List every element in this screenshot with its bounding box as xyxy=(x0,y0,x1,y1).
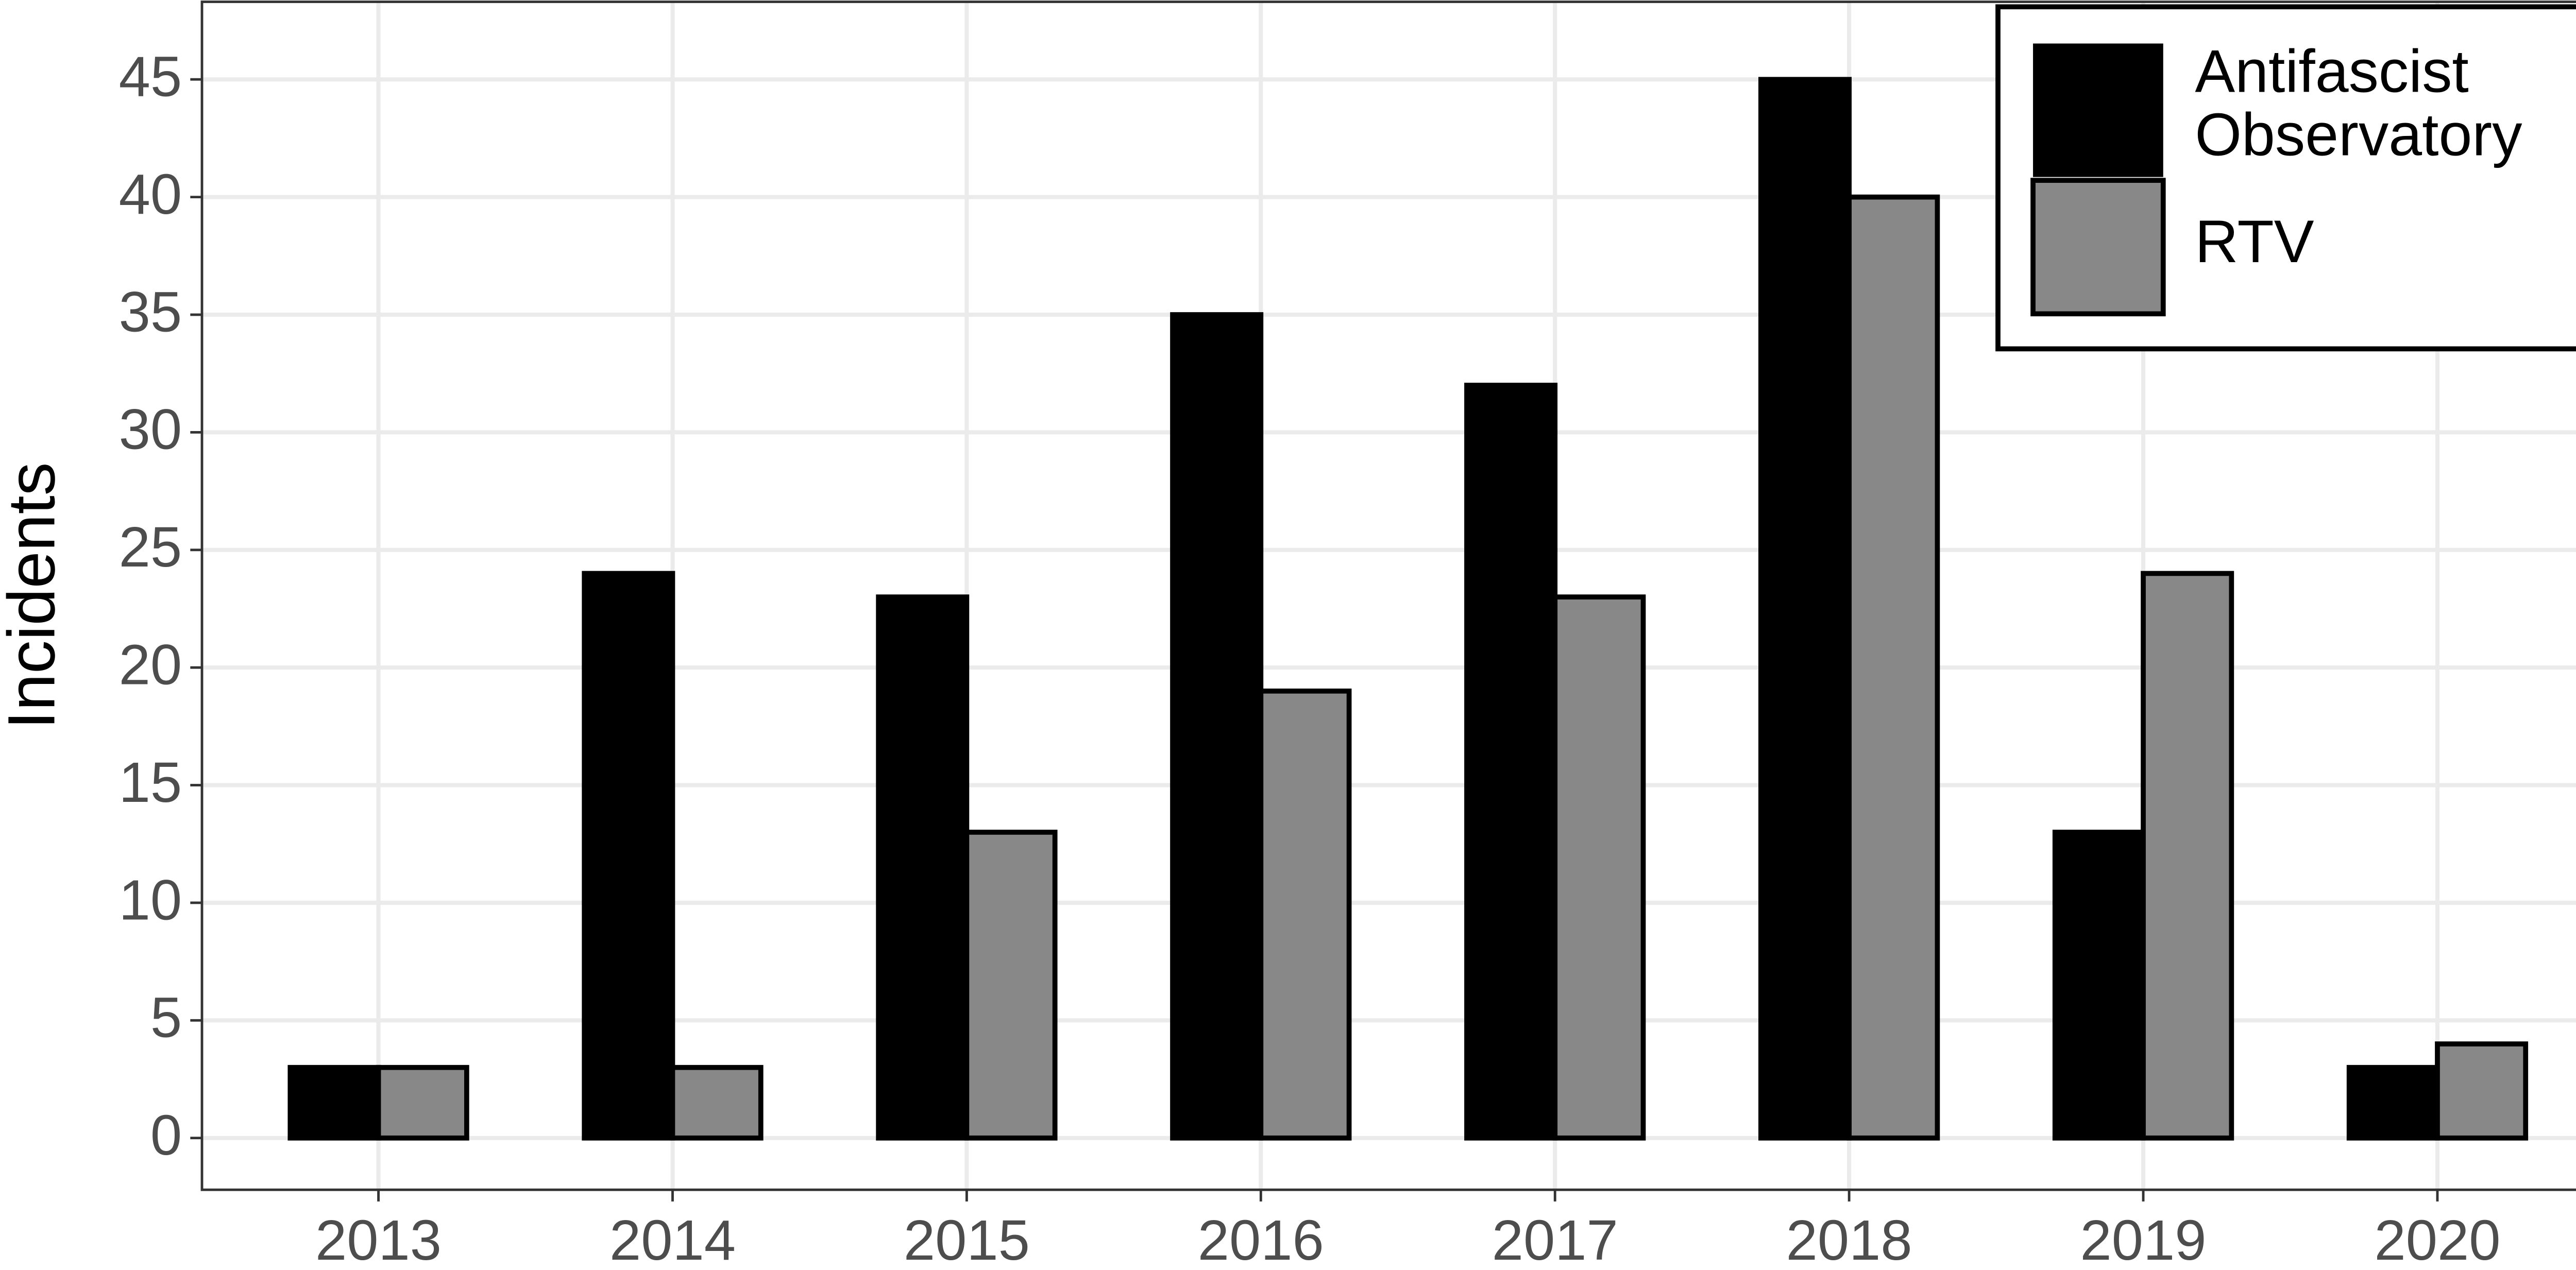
y-tick-label: 10 xyxy=(119,868,182,932)
y-tick-label: 0 xyxy=(150,1104,182,1167)
legend-label: Antifascist Observatory xyxy=(2195,40,2522,168)
legend-label: RTV xyxy=(2195,207,2314,276)
bar xyxy=(287,1065,381,1141)
x-tick-label: 2016 xyxy=(1198,1209,1324,1270)
y-tick-label: 45 xyxy=(119,45,182,109)
y-tick-label: 30 xyxy=(119,398,182,461)
y-axis-title: Incidents xyxy=(0,462,69,730)
bar xyxy=(1464,383,1558,1141)
y-tick-label: 35 xyxy=(119,280,182,344)
y-tick-label: 5 xyxy=(150,986,182,1050)
y-tick-label: 40 xyxy=(119,163,182,226)
legend-swatch xyxy=(2030,178,2166,317)
x-tick-label: 2013 xyxy=(315,1209,442,1270)
bar xyxy=(2346,1065,2440,1141)
legend-label-box: RTV xyxy=(2195,207,2314,276)
bar xyxy=(376,1065,469,1141)
bar xyxy=(670,1065,764,1141)
bar xyxy=(1258,689,1352,1141)
bar xyxy=(582,571,675,1141)
legend-swatch xyxy=(2033,43,2163,177)
x-tick-label: 2017 xyxy=(1492,1209,1618,1270)
x-tick-label: 2019 xyxy=(2080,1209,2207,1270)
x-tick-label: 2015 xyxy=(904,1209,1030,1270)
x-tick-label: 2020 xyxy=(2374,1209,2500,1270)
plot-border xyxy=(200,1,2576,1191)
legend-label-box: Antifascist Observatory xyxy=(2195,40,2522,168)
bar xyxy=(1846,194,1940,1141)
bar xyxy=(1552,594,1646,1141)
y-tick-label: 20 xyxy=(119,633,182,697)
bar xyxy=(2141,571,2234,1141)
y-tick-label: 15 xyxy=(119,751,182,814)
y-tick-label: 25 xyxy=(119,516,182,579)
bar xyxy=(1170,312,1264,1141)
legend: Antifascist Observatory RTV xyxy=(1995,4,2576,352)
x-tick-label: 2014 xyxy=(609,1209,736,1270)
bar xyxy=(876,594,970,1141)
bar xyxy=(1758,77,1852,1141)
bar xyxy=(964,830,1058,1141)
x-tick-label: 2018 xyxy=(1786,1209,1912,1270)
bar xyxy=(2435,1041,2529,1141)
bar xyxy=(2052,830,2146,1141)
